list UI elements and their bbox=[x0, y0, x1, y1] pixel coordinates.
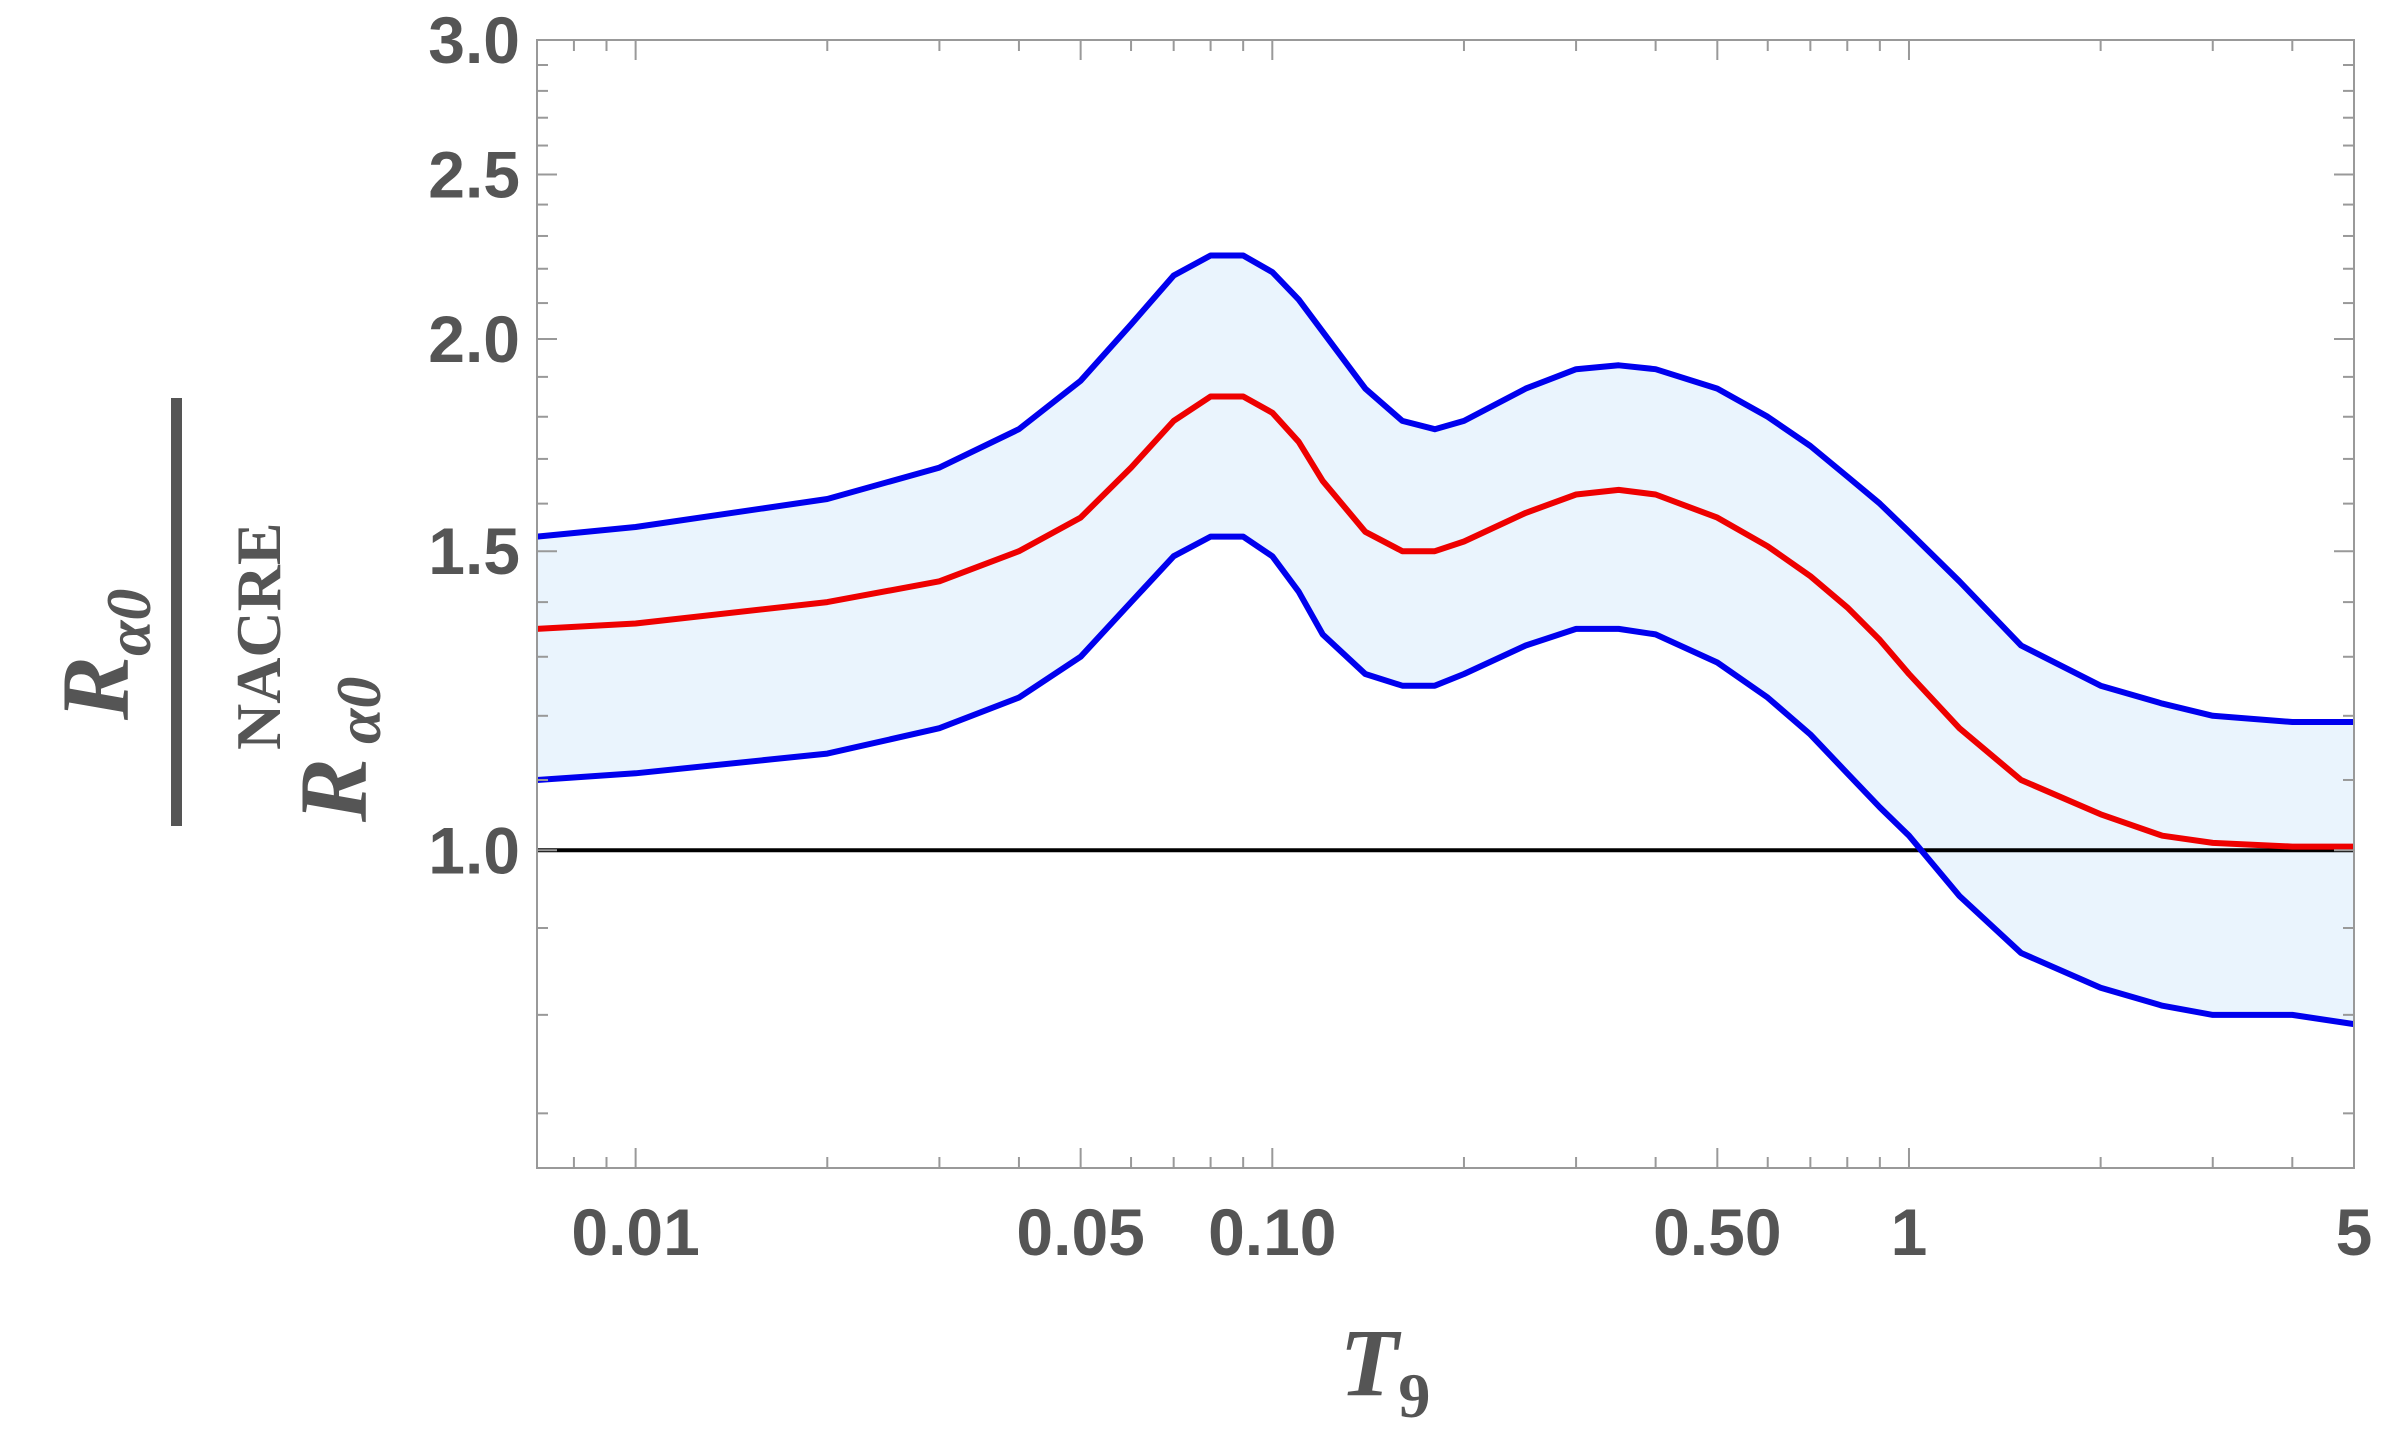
y-axis-fraction-bar bbox=[171, 398, 182, 826]
series-layer bbox=[536, 252, 2355, 1028]
y-tick-label: 1.0 bbox=[428, 813, 520, 887]
x-axis-title: T9 bbox=[1340, 1309, 1431, 1431]
y-axis-denominator: R bbox=[280, 758, 387, 823]
x-tick-label: 5 bbox=[2336, 1195, 2373, 1269]
y-tick-label: 3.0 bbox=[428, 3, 520, 77]
y-axis-title: Rα0 R α0 NACRE bbox=[42, 398, 394, 826]
x-tick-label: 0.05 bbox=[1016, 1195, 1144, 1269]
series-line-lower bbox=[536, 533, 2355, 1028]
y-axis-denominator-main: R bbox=[280, 758, 387, 823]
x-axis-title-main: T bbox=[1340, 1309, 1402, 1416]
y-axis-denominator-sup: NACRE bbox=[223, 522, 294, 750]
y-axis-ticks: 1.0 1.5 2.0 2.5 3.0 bbox=[428, 3, 2354, 1115]
y-tick-label: 2.0 bbox=[428, 302, 520, 376]
y-tick-label: 2.5 bbox=[428, 137, 520, 211]
y-tick-label: 1.5 bbox=[428, 514, 520, 588]
x-tick-label: 0.10 bbox=[1208, 1195, 1336, 1269]
plot-frame bbox=[536, 39, 2355, 1169]
y-axis-denominator-sub: α0 bbox=[323, 677, 394, 744]
y-axis-numerator: Rα0 bbox=[42, 589, 164, 721]
series-line-upper bbox=[536, 252, 2354, 725]
x-axis-title-sub: 9 bbox=[1398, 1360, 1430, 1431]
uncertainty-band-layer bbox=[537, 255, 2354, 1025]
x-tick-label: 0.50 bbox=[1653, 1195, 1781, 1269]
plot-frame-layer bbox=[536, 39, 2355, 1169]
x-axis-ticks: 0.01 0.05 0.10 0.50 1 5 bbox=[536, 40, 2373, 1269]
series-line-central bbox=[536, 393, 2354, 850]
y-axis-numerator-sub: α0 bbox=[93, 589, 164, 656]
uncertainty-band bbox=[537, 255, 2354, 1025]
x-tick-label: 0.01 bbox=[571, 1195, 699, 1269]
x-tick-label: 1 bbox=[1891, 1195, 1928, 1269]
y-axis-numerator-main: R bbox=[42, 656, 149, 721]
